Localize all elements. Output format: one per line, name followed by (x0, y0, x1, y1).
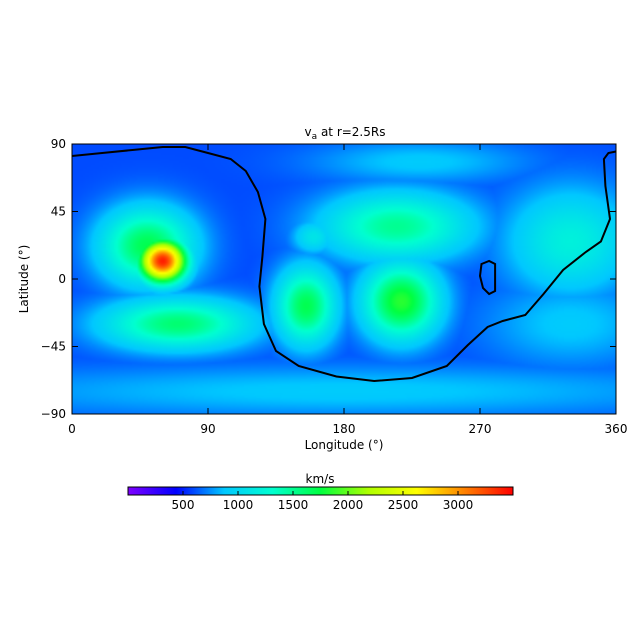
y-axis-label: Latitude (°) (17, 245, 31, 314)
contour-island (478, 259, 497, 296)
x-tick-label: 90 (200, 422, 215, 436)
x-axis-label: Longitude (°) (305, 438, 384, 452)
colorbar-tick-label: 2000 (333, 498, 364, 512)
x-tick-label: 270 (469, 422, 492, 436)
y-tick-label: −45 (41, 340, 66, 354)
y-tick-label: 0 (58, 272, 66, 286)
colorbar-label: km/s (306, 472, 335, 486)
x-tick-label: 0 (68, 422, 76, 436)
y-tick-label: 45 (51, 205, 66, 219)
x-tick-label: 180 (333, 422, 356, 436)
title-main: v (305, 125, 312, 139)
colorbar-tick-label: 1500 (278, 498, 309, 512)
title-rest: at r=2.5Rs (317, 125, 385, 139)
x-axis: 0 90 180 270 360 (68, 144, 627, 436)
colorbar-tick-label: 3000 (443, 498, 474, 512)
heatmap-image (72, 144, 616, 414)
colorbar-ticks: 500 1000 1500 2000 2500 3000 (172, 491, 474, 512)
y-tick-label: 90 (51, 137, 66, 151)
chart-title: va at r=2.5Rs (305, 125, 386, 142)
colorbar-tick-label: 1000 (223, 498, 254, 512)
colorbar-tick-label: 2500 (388, 498, 419, 512)
colorbar-tick-label: 500 (172, 498, 195, 512)
title-subscript: a (312, 132, 318, 142)
y-tick-label: −90 (41, 407, 66, 421)
x-tick-label: 360 (605, 422, 628, 436)
contour-neutral-line (71, 146, 617, 383)
colorbar (127, 486, 514, 496)
y-axis: 90 45 0 −45 −90 (41, 137, 616, 421)
